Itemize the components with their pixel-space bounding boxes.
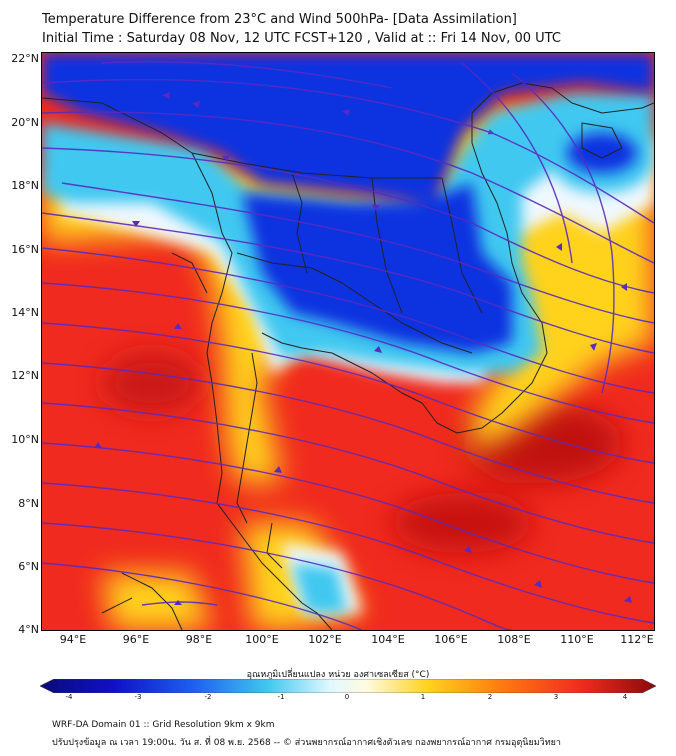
colorbar-tick: -4 <box>65 693 73 701</box>
lat-label: 16°N <box>11 243 39 256</box>
wind-arrows <box>94 92 632 605</box>
lon-label: 96°E <box>122 633 150 646</box>
colorbar-tick: 1 <box>420 693 426 701</box>
wind-streamlines <box>42 61 654 630</box>
lon-label: 98°E <box>185 633 213 646</box>
temperature-wind-map <box>42 53 654 630</box>
lon-label: 100°E <box>245 633 279 646</box>
lon-label: 106°E <box>434 633 468 646</box>
colorbar-tick: -3 <box>134 693 142 701</box>
update-credit: ปรับปรุงข้อมูล ณ เวลา 19:00น. วัน ส. ที่… <box>52 738 561 748</box>
lon-label: 104°E <box>371 633 405 646</box>
colorbar-title: อุณหภูมิเปลี่ยนแปลง หน่วย องศาเซลเซียส (… <box>246 670 430 680</box>
lon-label: 94°E <box>59 633 87 646</box>
lon-label: 108°E <box>497 633 531 646</box>
chart-subtitle: Initial Time : Saturday 08 Nov, 12 UTC F… <box>42 31 561 46</box>
model-info: WRF-DA Domain 01 :: Grid Resolution 9km … <box>52 720 275 730</box>
lat-label: 10°N <box>11 433 39 446</box>
colorbar-gradient <box>40 679 656 693</box>
lat-label: 6°N <box>18 560 39 573</box>
lon-label: 112°E <box>620 633 654 646</box>
lat-label: 14°N <box>11 306 39 319</box>
chart-title: Temperature Difference from 23°C and Win… <box>42 12 517 27</box>
colorbar-tick: 0 <box>344 693 350 701</box>
colorbar-tick: 2 <box>487 693 493 701</box>
colorbar-tick: -1 <box>277 693 285 701</box>
map-panel <box>41 52 655 631</box>
lat-label: 4°N <box>18 623 39 636</box>
lon-label: 102°E <box>308 633 342 646</box>
lon-label: 110°E <box>560 633 594 646</box>
lat-label: 18°N <box>11 179 39 192</box>
colorbar-tick: 4 <box>622 693 628 701</box>
lat-label: 22°N <box>11 52 39 65</box>
colorbar-tick: 3 <box>553 693 559 701</box>
lat-label: 20°N <box>11 116 39 129</box>
colorbar-tick: -2 <box>204 693 212 701</box>
lat-label: 12°N <box>11 369 39 382</box>
lat-label: 8°N <box>18 497 39 510</box>
colorbar <box>40 679 656 693</box>
